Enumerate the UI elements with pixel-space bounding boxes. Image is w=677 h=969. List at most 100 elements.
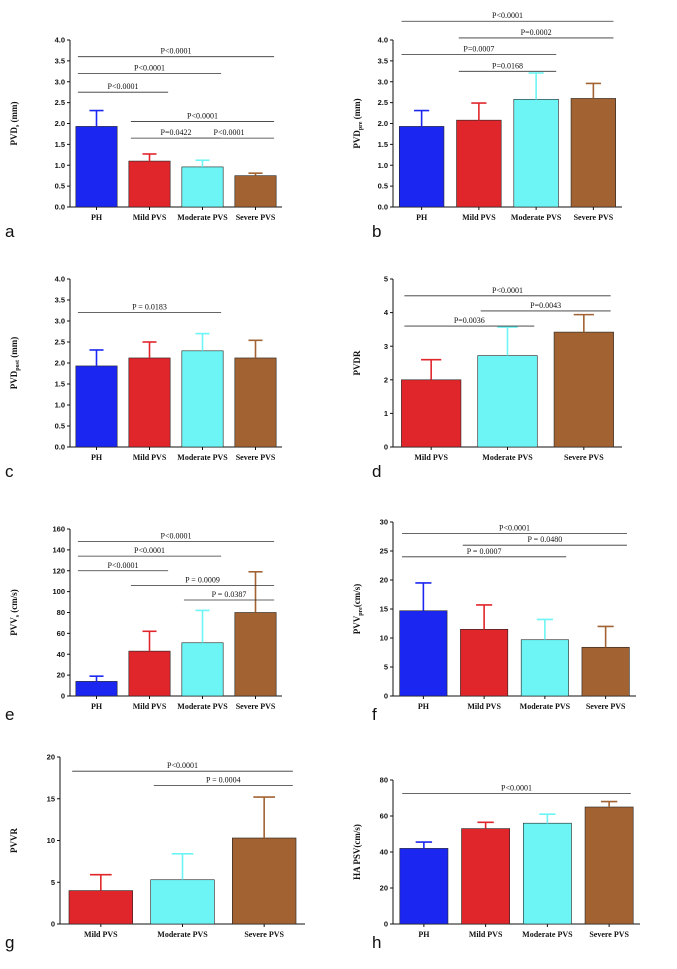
panel-g-pvvr: 0 5 10 15 20 Mild PVS Moderate PVS Severe PVS P<…	[5, 753, 305, 952]
y-axis-label-main: HA PSV(cm/s)	[352, 824, 362, 880]
x-category-label: Moderate PVS	[177, 213, 228, 222]
y-tick-label: 20	[380, 884, 388, 893]
y-axis-label: PVVpre(cm/s)	[352, 584, 364, 635]
x-category-label: Mild PVS	[133, 213, 167, 222]
bar-mild-pvs	[461, 828, 511, 925]
y-tick-label: 80	[380, 776, 388, 785]
panel-letter: e	[5, 705, 14, 724]
p-value-label: P<0.0001	[492, 286, 523, 295]
bar-moderate-pvs	[513, 98, 559, 208]
x-category-label: Severe PVS	[586, 702, 626, 711]
y-axis-label-sub: pre	[358, 121, 364, 130]
y-tick-label: 1.5	[378, 140, 388, 149]
y-tick-label: 160	[52, 525, 65, 534]
y-axis-label: PVVR	[9, 828, 19, 853]
y-tick-label: 2.5	[55, 338, 65, 347]
x-category-label: Severe PVS	[236, 453, 276, 462]
bar-severe-pvs	[234, 612, 277, 697]
p-value-label: P = 0.0004	[206, 775, 241, 784]
x-category-label: PH	[416, 213, 428, 222]
y-tick-label: 0	[384, 920, 388, 929]
y-axis-label-sub: s	[15, 614, 21, 617]
y-tick-label: 1.5	[55, 140, 65, 149]
y-tick-label: 4	[384, 308, 389, 317]
y-axis-label-unit: (mm)	[9, 101, 19, 124]
y-tick-label: 120	[52, 566, 65, 575]
y-tick-label: 10	[47, 836, 55, 845]
y-axis-label-unit: (mm)	[9, 337, 19, 360]
bar-ph	[398, 126, 445, 208]
panel-letter: d	[372, 462, 381, 481]
y-axis-label: PVDs (mm)	[9, 101, 21, 145]
panel-letter: c	[5, 462, 14, 481]
bar-severe-pvs	[581, 646, 630, 697]
y-tick-label: 2.0	[55, 359, 65, 368]
y-axis-label-unit: (cm/s)	[352, 584, 362, 608]
y-axis-label-sub: post	[15, 360, 21, 371]
x-category-label: Mild PVS	[467, 702, 501, 711]
panel-letter: b	[372, 222, 381, 241]
x-category-label: Mild PVS	[462, 213, 496, 222]
y-tick-label: 140	[52, 545, 65, 554]
x-category-label: Severe PVS	[236, 702, 276, 711]
bar-moderate-pvs	[150, 879, 215, 925]
x-category-label: Moderate PVS	[511, 213, 562, 222]
x-category-label: Severe PVS	[574, 213, 614, 222]
y-tick-label: 0	[384, 443, 388, 452]
y-tick-label: 0.0	[378, 203, 388, 212]
bar-moderate-pvs	[522, 822, 572, 925]
y-tick-label: 10	[380, 634, 388, 643]
bar-mild-pvs	[128, 650, 171, 697]
y-tick-label: 1.0	[55, 401, 65, 410]
y-tick-label: 3.0	[55, 317, 65, 326]
x-category-label: Mild PVS	[469, 930, 503, 939]
y-tick-label: 2.5	[55, 98, 65, 107]
p-value-label: P=0.0168	[492, 61, 523, 70]
x-category-label: Severe PVS	[244, 930, 284, 939]
y-tick-label: 5	[51, 878, 55, 887]
x-category-label: Moderate PVS	[177, 453, 228, 462]
p-value-label: P<0.0001	[501, 784, 532, 793]
p-value-label: P=0.0043	[530, 301, 561, 310]
y-tick-label: 2.5	[378, 98, 388, 107]
x-category-label: PH	[418, 930, 430, 939]
y-axis-label: PVDpre (mm)	[352, 98, 364, 148]
y-tick-label: 4.0	[55, 275, 65, 284]
y-tick-label: 1	[384, 409, 388, 418]
y-tick-label: 5	[384, 663, 388, 672]
y-tick-label: 0.5	[55, 422, 65, 431]
bar-severe-pvs	[234, 175, 277, 208]
y-tick-label: 30	[380, 518, 388, 527]
y-tick-label: 60	[57, 629, 65, 638]
panel-a-pvds: 0.0 0.5 1.0 1.5 2.0 2.5 3.0 3.5 4.0 PH Mild PVS Mod…	[5, 36, 282, 241]
p-value-label: P = 0.0480	[528, 535, 563, 544]
y-tick-label: 1.0	[378, 161, 388, 170]
x-category-label: Severe PVS	[236, 213, 276, 222]
y-axis-label-main: PVD	[9, 127, 19, 146]
y-tick-label: 2.0	[378, 119, 388, 128]
x-category-label: Mild PVS	[414, 453, 448, 462]
bar-ph	[75, 681, 118, 697]
bar-mild-pvs	[128, 357, 171, 448]
y-axis-label-sub: s	[15, 124, 21, 127]
p-value-label: P<0.0001	[134, 546, 165, 555]
y-tick-label: 3.5	[378, 56, 388, 65]
p-value-label: P=0.0036	[454, 316, 485, 325]
p-value-label: P = 0.0183	[132, 303, 167, 312]
x-category-label: Moderate PVS	[522, 930, 573, 939]
y-tick-label: 0	[61, 692, 65, 701]
p-value-label: P<0.0001	[499, 524, 530, 533]
y-tick-label: 100	[52, 587, 65, 596]
p-value-label: P=0.0002	[521, 28, 552, 37]
y-tick-label: 0.5	[55, 182, 65, 191]
p-value-label: P<0.0001	[108, 82, 139, 91]
y-tick-label: 20	[57, 671, 65, 680]
panel-letter: h	[372, 933, 381, 952]
bar-severe-pvs	[553, 331, 614, 448]
y-axis-label: HA PSV(cm/s)	[352, 824, 362, 880]
x-category-label: Severe PVS	[589, 930, 629, 939]
y-tick-label: 20	[47, 753, 55, 762]
y-axis-label: PVDpost (mm)	[9, 337, 21, 389]
p-value-label: P<0.0001	[134, 63, 165, 72]
